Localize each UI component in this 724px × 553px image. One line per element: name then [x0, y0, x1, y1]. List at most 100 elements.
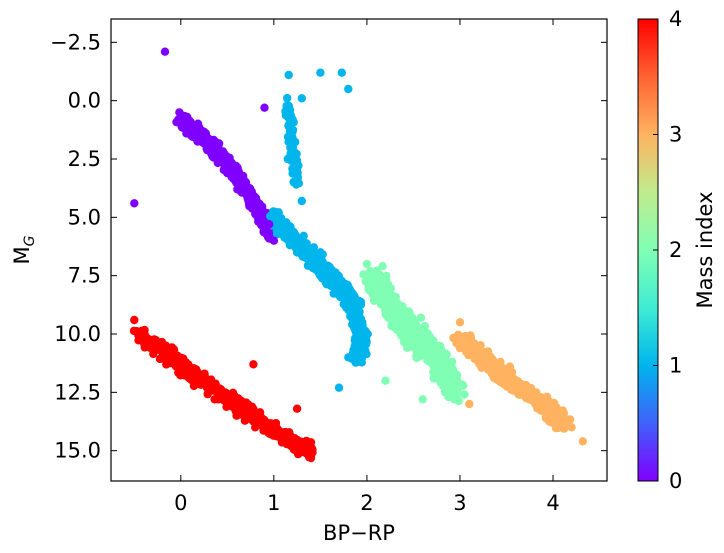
scatter-point — [357, 358, 366, 367]
scatter-point — [232, 166, 241, 175]
scatter-point — [390, 318, 399, 327]
y-tick-label: 12.5 — [54, 380, 101, 404]
scatter-point — [427, 353, 437, 362]
scatter-point — [347, 293, 356, 302]
scatter-point — [453, 381, 463, 390]
scatter-point — [481, 362, 490, 372]
scatter-point — [232, 411, 241, 420]
scatter-point — [141, 335, 150, 344]
y-tick-label: 5.0 — [68, 205, 101, 229]
scatter-point — [134, 336, 143, 345]
scatter-point — [181, 125, 191, 134]
scatter-point — [362, 349, 371, 359]
scatter-point — [287, 441, 296, 450]
x-axis-ticks: 0 1 2 3 4 — [174, 19, 560, 515]
scatter-point — [505, 362, 514, 371]
scatter-point — [285, 135, 294, 144]
scatter-point — [337, 68, 346, 77]
scatter-point — [403, 343, 412, 352]
scatter-point — [511, 376, 520, 385]
scatter-point — [195, 376, 204, 385]
scatter-point — [129, 326, 139, 336]
scatter-point — [344, 353, 353, 362]
scatter-point — [222, 395, 232, 404]
scatter-point — [176, 357, 185, 367]
scatter-point — [283, 93, 292, 103]
colorbar-tick-label: 1 — [669, 354, 682, 378]
scatter-point — [403, 307, 412, 316]
scatter-point — [441, 349, 450, 358]
scatter-point — [441, 358, 450, 367]
scatter-point — [162, 360, 171, 369]
scatter-point — [540, 401, 550, 410]
scatter-point — [530, 395, 539, 404]
scatter-point — [525, 386, 534, 395]
y-axis-label: MG — [10, 235, 38, 264]
scatter-point — [176, 110, 185, 119]
scatter-point — [266, 428, 276, 438]
scatter-point — [297, 94, 306, 103]
scatter-point — [548, 406, 558, 416]
scatter-point — [395, 324, 404, 334]
scatter-point — [382, 293, 391, 302]
scatter-points — [129, 47, 587, 463]
scatter-point — [359, 270, 368, 279]
y-tick-label: 7.5 — [68, 264, 101, 288]
colorbar-tick-label: 3 — [669, 123, 682, 147]
scatter-point — [272, 424, 282, 434]
scatter-point — [381, 376, 390, 385]
scatter-point — [213, 395, 223, 404]
scatter-point — [431, 364, 441, 374]
scatter-point — [136, 328, 145, 337]
scatter-point — [253, 201, 263, 210]
scatter-point — [334, 383, 344, 392]
scatter-point — [292, 167, 301, 177]
scatter-point — [466, 331, 475, 340]
y-tick-label: 2.5 — [68, 147, 101, 171]
scatter-point — [155, 354, 165, 364]
scatter-point — [419, 337, 429, 346]
scatter-point — [455, 318, 465, 327]
scatter-point — [183, 117, 193, 126]
scatter-point — [474, 341, 483, 350]
scatter-point — [229, 393, 238, 402]
scatter-point — [302, 442, 311, 451]
scatter-point — [296, 235, 305, 244]
y-tick-label: 10.0 — [54, 322, 101, 346]
x-tick-label: 4 — [546, 491, 559, 515]
scatter-point — [236, 402, 245, 412]
x-tick-label: 2 — [360, 491, 373, 515]
scatter-point — [251, 194, 260, 203]
scatter-point — [316, 248, 325, 257]
scatter-point — [372, 294, 381, 304]
scatter-point — [294, 179, 304, 188]
scatter-point — [456, 342, 465, 352]
scatter-point — [316, 68, 325, 77]
scatter-point — [348, 304, 357, 313]
scatter-point — [248, 415, 257, 424]
scatter-point — [468, 337, 477, 347]
scatter-point — [189, 364, 199, 373]
scatter-point — [256, 418, 266, 427]
scatter-point — [362, 259, 372, 269]
scatter-point — [213, 147, 223, 157]
x-tick-label: 1 — [267, 491, 280, 515]
scatter-point — [327, 278, 336, 287]
scatter-point — [555, 413, 564, 422]
scatter-point — [452, 389, 461, 398]
scatter-point — [278, 219, 288, 228]
scatter-point — [366, 273, 376, 283]
scatter-point — [304, 253, 313, 262]
colorbar-tick-label: 4 — [669, 7, 682, 31]
scatter-point — [255, 408, 265, 417]
scatter-point — [305, 261, 314, 270]
scatter-point — [206, 375, 216, 384]
scatter-point — [164, 347, 173, 357]
scatter-point — [382, 271, 391, 281]
colorbar-tick-label: 0 — [669, 469, 682, 493]
scatter-point — [358, 318, 367, 327]
y-axis-ticks: −2.5 0.0 2.5 5.0 7.5 10.0 12.5 15.0 — [50, 30, 607, 463]
scatter-point — [148, 341, 158, 350]
scatter-point — [416, 313, 426, 322]
scatter-point — [286, 124, 295, 134]
